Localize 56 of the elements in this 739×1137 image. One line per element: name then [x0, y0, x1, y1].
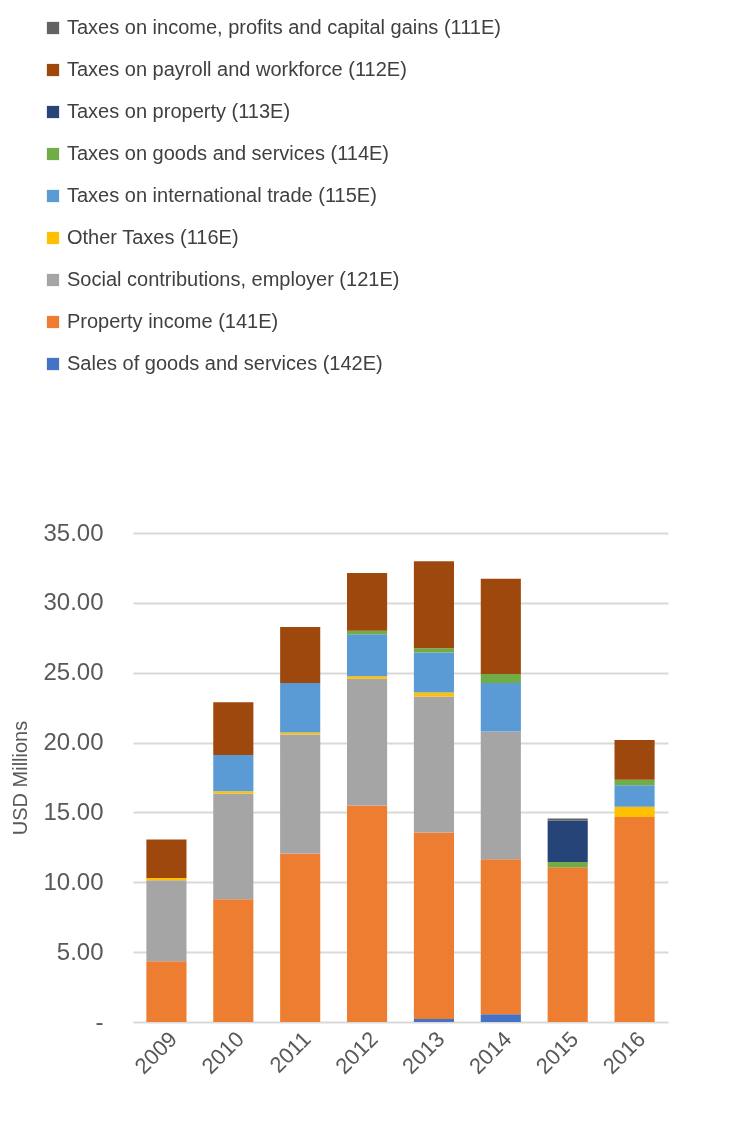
legend-label: Taxes on payroll and workforce (112E)	[67, 58, 407, 80]
bar	[547, 861, 588, 868]
bar	[347, 573, 388, 631]
bar	[347, 676, 388, 679]
bar	[280, 732, 321, 735]
bar	[213, 755, 254, 792]
bar	[280, 626, 321, 684]
bar	[413, 561, 454, 649]
y-tick-label: -	[95, 1007, 104, 1035]
bar	[213, 899, 254, 1022]
bar	[480, 731, 521, 860]
y-tick-label: 35.00	[43, 518, 104, 546]
bar	[480, 859, 521, 1015]
bar	[480, 578, 521, 675]
bar	[213, 702, 254, 756]
y-tick-label: 25.00	[43, 658, 104, 686]
y-axis-title: USD Millions	[9, 720, 32, 836]
legend-label: Taxes on property (113E)	[67, 100, 291, 122]
bar	[413, 832, 454, 1019]
bar	[347, 805, 388, 1022]
y-tick-label: 30.00	[43, 588, 104, 616]
bar	[480, 683, 521, 732]
legend-label: Taxes on international trade (115E)	[67, 184, 377, 206]
bar	[213, 791, 254, 794]
legend-label: Property income (141E)	[67, 310, 279, 332]
legend-label: Sales of goods and services (142E)	[67, 352, 383, 374]
bar	[413, 648, 454, 653]
y-tick-label: 20.00	[43, 728, 104, 756]
bar	[280, 734, 321, 854]
bar	[413, 652, 454, 693]
bar	[480, 1014, 521, 1022]
bar	[480, 674, 521, 684]
bar	[614, 806, 655, 818]
bar	[280, 853, 321, 1022]
legend-label: Other Taxes (116E)	[67, 226, 239, 248]
bar	[547, 820, 588, 862]
bar	[146, 839, 187, 878]
bar	[614, 739, 655, 780]
bar	[280, 683, 321, 733]
bar	[347, 678, 388, 806]
bar	[347, 634, 388, 677]
bar	[547, 867, 588, 1022]
bar	[146, 880, 187, 962]
legend-label: Taxes on income, profits and capital gains (111E)	[67, 16, 501, 38]
bar	[614, 785, 655, 807]
y-tick-label: 15.00	[43, 797, 104, 825]
bar	[614, 817, 655, 1022]
legend-label: Social contributions, employer (121E)	[67, 268, 400, 290]
bar	[413, 692, 454, 697]
y-tick-label: 10.00	[43, 867, 104, 895]
bar	[146, 961, 187, 1022]
bar	[213, 793, 254, 900]
bar	[413, 1018, 454, 1022]
y-tick-label: 5.00	[56, 937, 104, 965]
bar	[413, 696, 454, 833]
legend-label: Taxes on goods and services (114E)	[67, 142, 390, 164]
